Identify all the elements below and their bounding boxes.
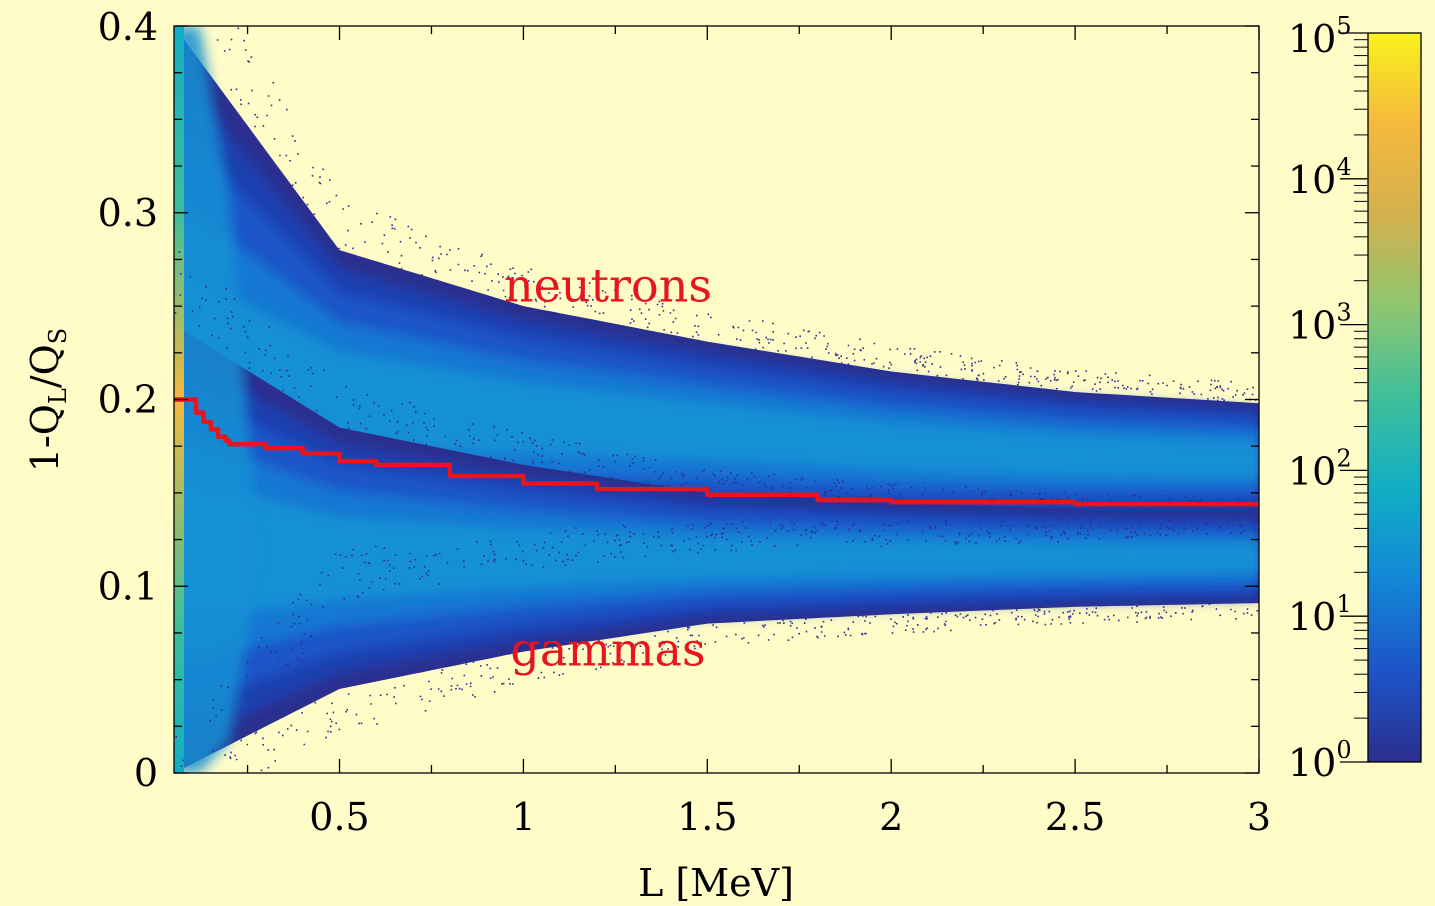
x-axis-label: L [MeV] bbox=[638, 861, 794, 905]
scatter-noise-layer bbox=[174, 26, 1259, 772]
colorbar-tick-label: 105 bbox=[1288, 12, 1352, 61]
x-tick-label: 2.5 bbox=[1045, 795, 1105, 839]
x-tick-label: 1.5 bbox=[677, 795, 737, 839]
y-tick-label: 0.4 bbox=[98, 5, 158, 49]
y-tick-label: 0.3 bbox=[98, 191, 158, 235]
band-0-level-4 bbox=[174, 267, 1259, 495]
colorbar-tick-label: 103 bbox=[1288, 299, 1352, 348]
cut-line bbox=[174, 397, 1259, 507]
annotations: neutrons gammas bbox=[504, 258, 712, 676]
colorbar-tick-label: 100 bbox=[1288, 736, 1352, 785]
y-tick-label: 0.1 bbox=[98, 564, 158, 608]
band-0-level-2 bbox=[174, 125, 1259, 637]
annotation-gammas: gammas bbox=[510, 623, 705, 677]
y-tick-label: 0 bbox=[134, 751, 158, 795]
low-energy-region bbox=[174, 26, 260, 773]
cut-line-layer bbox=[174, 397, 1259, 507]
y-axis: 0 0.1 0.2 0.3 0.4 bbox=[98, 5, 1259, 795]
x-axis: 0.5 1 1.5 2 2.5 3 bbox=[246, 26, 1271, 839]
x-tick-label: 0.5 bbox=[309, 795, 369, 839]
band-1-level-4 bbox=[174, 477, 1259, 621]
x-tick-label: 3 bbox=[1247, 795, 1271, 839]
colorbar-tick-label: 104 bbox=[1288, 153, 1352, 202]
colorbar-ticks: 100 101 102 103 104 105 bbox=[1288, 12, 1368, 785]
y-tick-label: 0.2 bbox=[98, 378, 158, 422]
x-tick-label: 1 bbox=[511, 795, 535, 839]
noise-dots bbox=[174, 26, 1259, 772]
x-tick-label: 2 bbox=[879, 795, 903, 839]
colorbar-tick-label: 102 bbox=[1288, 444, 1352, 493]
y-axis-label: 1-QL/QS bbox=[23, 328, 72, 473]
annotation-neutrons: neutrons bbox=[504, 258, 712, 312]
band-1 bbox=[174, 324, 1259, 773]
colorbar: 100 101 102 103 104 105 bbox=[1288, 12, 1422, 785]
colorbar-gradient bbox=[1367, 32, 1422, 763]
colorbar-tick-label: 101 bbox=[1288, 590, 1352, 639]
